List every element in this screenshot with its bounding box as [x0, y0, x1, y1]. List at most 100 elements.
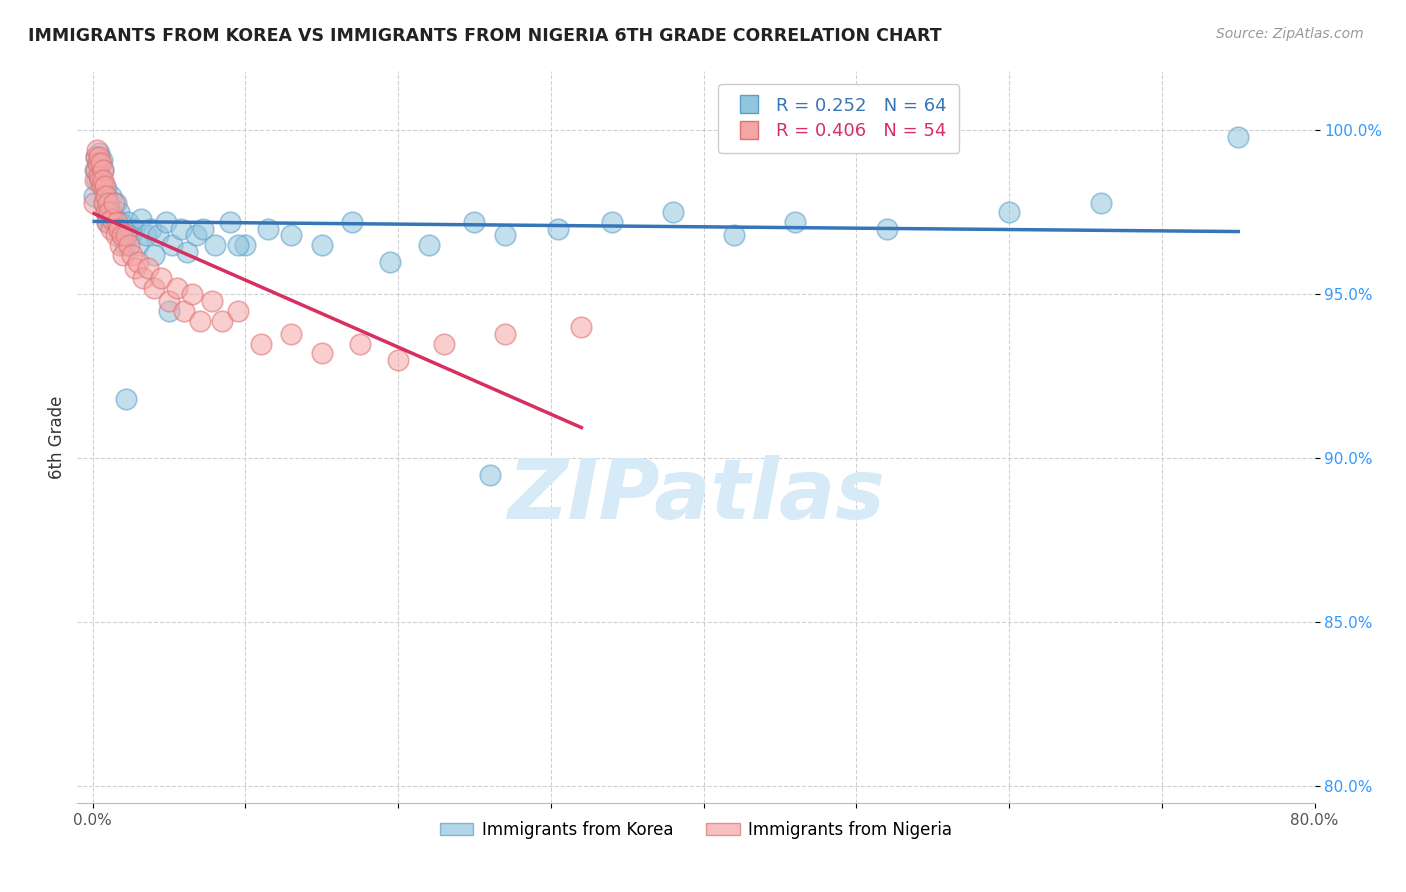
Point — [150, 271, 173, 285]
Point — [87, 156, 110, 170]
Point — [114, 238, 136, 252]
Point — [87, 156, 110, 170]
Point — [89, 166, 111, 180]
Point — [998, 205, 1021, 219]
Point — [155, 215, 177, 229]
Point — [96, 215, 118, 229]
Point — [96, 189, 118, 203]
Point — [94, 205, 117, 219]
Point — [135, 228, 157, 243]
Point — [84, 150, 107, 164]
Point — [131, 211, 153, 226]
Point — [160, 238, 183, 252]
Point — [173, 303, 195, 318]
Point — [142, 281, 165, 295]
Point — [418, 238, 440, 252]
Point — [94, 189, 117, 203]
Point — [97, 195, 120, 210]
Point — [98, 205, 121, 219]
Point — [93, 195, 115, 210]
Point — [83, 162, 105, 177]
Point — [83, 195, 105, 210]
Point — [478, 467, 501, 482]
Point — [108, 215, 131, 229]
Point — [107, 205, 129, 219]
Point — [94, 205, 117, 219]
Point — [157, 303, 180, 318]
Point — [494, 228, 516, 243]
Point — [180, 287, 202, 301]
Point — [204, 238, 226, 252]
Point — [723, 228, 745, 243]
Point — [186, 228, 208, 243]
Point — [107, 222, 129, 236]
Text: Source: ZipAtlas.com: Source: ZipAtlas.com — [1216, 27, 1364, 41]
Point — [111, 228, 134, 243]
Point — [235, 238, 257, 252]
Point — [89, 172, 111, 186]
Point — [120, 228, 142, 243]
Point — [349, 336, 371, 351]
Point — [89, 156, 111, 170]
Point — [100, 222, 122, 236]
Point — [127, 254, 149, 268]
Point — [132, 271, 155, 285]
Point — [115, 392, 138, 407]
Point — [100, 189, 122, 203]
Point — [101, 211, 124, 226]
Point — [87, 146, 110, 161]
Point — [387, 353, 409, 368]
Point — [87, 169, 110, 184]
Point — [876, 222, 898, 236]
Point — [136, 261, 159, 276]
Point — [342, 215, 364, 229]
Y-axis label: 6th Grade: 6th Grade — [48, 395, 66, 479]
Point — [547, 222, 569, 236]
Point — [280, 326, 302, 341]
Point — [191, 222, 214, 236]
Point — [86, 172, 108, 186]
Point — [91, 162, 114, 177]
Point — [226, 303, 249, 318]
Point — [90, 172, 112, 186]
Point — [91, 179, 114, 194]
Point — [104, 228, 127, 243]
Point — [226, 238, 249, 252]
Point — [112, 222, 135, 236]
Point — [104, 195, 127, 210]
Point — [86, 143, 108, 157]
Point — [90, 156, 112, 170]
Point — [311, 346, 333, 360]
Point — [219, 215, 242, 229]
Point — [311, 238, 333, 252]
Point — [90, 153, 112, 167]
Point — [89, 150, 111, 164]
Point — [83, 172, 105, 186]
Point — [785, 215, 807, 229]
Point — [96, 215, 118, 229]
Point — [124, 261, 146, 276]
Point — [211, 313, 233, 327]
Point — [157, 293, 180, 308]
Point — [86, 162, 108, 177]
Point — [111, 228, 134, 243]
Point — [257, 222, 280, 236]
Point — [1227, 130, 1250, 145]
Point — [103, 195, 125, 210]
Point — [571, 320, 593, 334]
Point — [93, 195, 115, 210]
Point — [94, 179, 117, 194]
Point — [105, 222, 128, 236]
Point — [96, 182, 118, 196]
Point — [117, 215, 139, 229]
Point — [1090, 195, 1112, 210]
Point — [148, 228, 170, 243]
Point — [139, 222, 162, 236]
Point — [108, 238, 131, 252]
Point — [98, 211, 121, 226]
Point — [97, 195, 120, 210]
Point — [101, 205, 124, 219]
Point — [662, 205, 685, 219]
Text: IMMIGRANTS FROM KOREA VS IMMIGRANTS FROM NIGERIA 6TH GRADE CORRELATION CHART: IMMIGRANTS FROM KOREA VS IMMIGRANTS FROM… — [28, 27, 942, 45]
Point — [91, 162, 114, 177]
